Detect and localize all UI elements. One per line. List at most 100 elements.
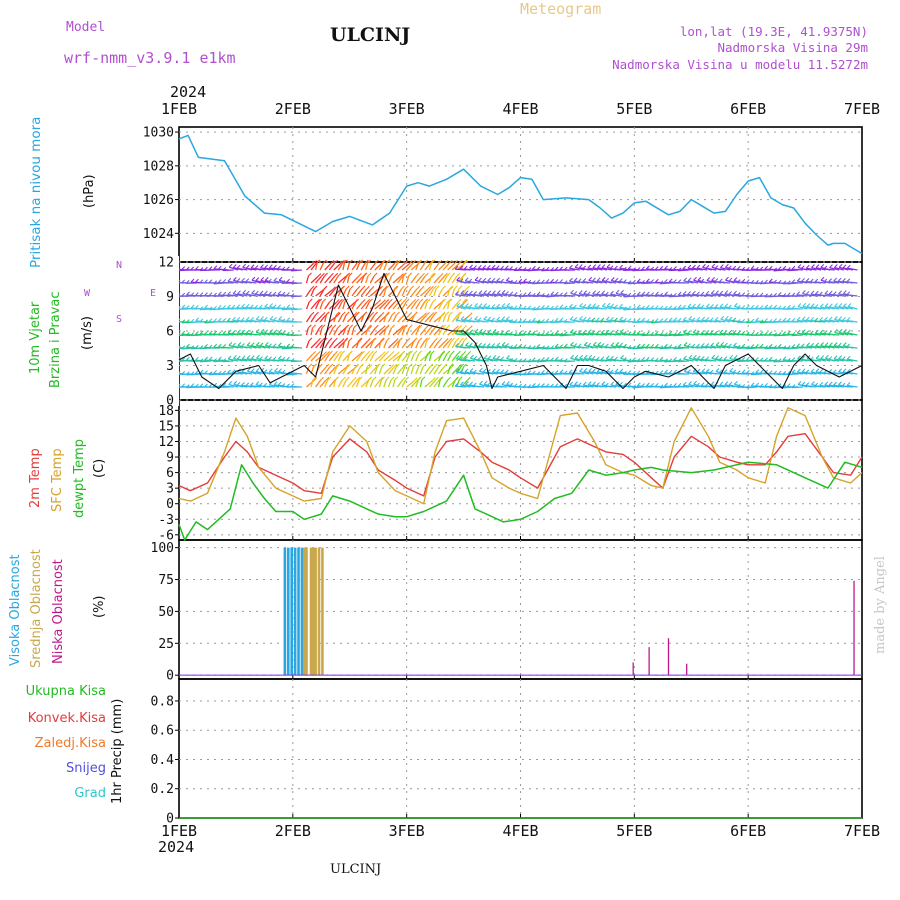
- wind-barb-flag: [185, 266, 190, 271]
- wind-barb-flag: [619, 368, 624, 373]
- wind-barb-flag: [709, 330, 714, 334]
- wind-barb-flag: [334, 272, 339, 277]
- wind-barb-flag: [527, 384, 532, 389]
- wind-barb-flag: [404, 285, 409, 290]
- wind-barb: [356, 301, 363, 310]
- wind-barb-flag: [483, 380, 488, 385]
- wind-barb-flag: [444, 338, 449, 342]
- wind-barb-flag: [460, 337, 464, 342]
- wind-barb-flag: [677, 317, 682, 322]
- wind-barb-flag: [373, 350, 378, 355]
- wind-barb-flag: [809, 278, 814, 283]
- wind-barb: [447, 288, 451, 297]
- wind-barb-flag: [645, 278, 650, 283]
- wind-barb-flag: [518, 265, 523, 270]
- wind-barb-flag: [700, 343, 705, 347]
- time-label-bottom: 6FEB: [730, 822, 766, 840]
- wind-label-1: 10m Vjetar: [28, 301, 43, 374]
- wind-barb: [236, 267, 248, 271]
- wind-barb-flag: [668, 383, 673, 388]
- wind-barb: [820, 357, 831, 362]
- ytick-label: 50: [158, 605, 174, 620]
- wind-barb-flag: [736, 319, 741, 323]
- wind-barb: [797, 371, 808, 375]
- wind-barb-flag: [454, 291, 459, 295]
- wind-barb-flag: [509, 279, 513, 284]
- wind-barb: [355, 340, 360, 349]
- wind-barb-flag: [394, 338, 399, 342]
- wind-barb-flag: [473, 355, 478, 360]
- wind-barb-flag: [501, 289, 506, 294]
- wind-barb: [496, 306, 507, 310]
- wind-barb: [838, 345, 849, 349]
- wind-barb-flag: [693, 276, 697, 281]
- wind-barb-flag: [442, 298, 446, 303]
- wind-barb: [473, 293, 485, 297]
- wind-barb-flag: [773, 370, 777, 375]
- wind-barb-flag: [650, 343, 655, 348]
- wind-barb-flag: [654, 357, 659, 362]
- wind-barb-flag: [227, 355, 232, 360]
- wind-barb-flag: [573, 304, 577, 309]
- wind-barb: [491, 320, 503, 323]
- ytick-label: 12: [158, 435, 174, 450]
- wind-barb-flag: [181, 304, 186, 309]
- wind-barb-flag: [736, 383, 741, 388]
- wind-barb: [724, 384, 735, 388]
- wind-barb: [834, 318, 844, 323]
- wind-barb: [454, 385, 466, 388]
- wind-barb: [838, 293, 849, 297]
- wind-barb: [814, 281, 826, 284]
- wind-barb: [378, 379, 383, 388]
- wind-barb-flag: [750, 382, 755, 387]
- wind-barb-flag: [801, 368, 806, 373]
- wind-barb-flag: [465, 285, 470, 290]
- wind-barb-flag: [281, 291, 286, 296]
- wind-barb-flag: [632, 384, 636, 389]
- wind-barb-flag: [460, 381, 464, 386]
- wind-barb-flag: [374, 311, 378, 316]
- wind-barb-flag: [308, 272, 312, 277]
- wind-barb: [365, 288, 372, 297]
- wind-barb-flag: [582, 265, 587, 270]
- wind-barb-flag: [434, 337, 438, 342]
- wind-barb: [579, 357, 589, 362]
- wind-barb-flag: [447, 298, 452, 303]
- wind-barb-flag: [195, 331, 199, 335]
- wind-barb-flag: [550, 305, 554, 310]
- wind-barb-flag: [264, 290, 268, 295]
- wind-barb: [569, 280, 580, 284]
- wind-barb: [847, 305, 858, 310]
- wind-barb-flag: [236, 304, 241, 309]
- wind-barb: [378, 262, 384, 271]
- wind-barb-flag: [750, 331, 755, 336]
- wind-barb-flag: [359, 351, 363, 356]
- wind-barb-flag: [318, 363, 323, 368]
- wind-barb-flag: [847, 329, 851, 334]
- wind-barb-flag: [290, 318, 295, 323]
- wind-barb-flag: [696, 264, 701, 269]
- wind-barb-flag: [664, 291, 668, 296]
- wind-barb-flag: [316, 298, 320, 303]
- wind-barb-flag: [277, 381, 282, 386]
- wind-barb: [310, 340, 318, 349]
- wind-barb: [468, 306, 480, 310]
- wind-barb: [415, 379, 419, 388]
- wind-barb: [351, 354, 360, 362]
- wind-barb-flag: [768, 356, 773, 361]
- wind-barb-flag: [420, 285, 425, 290]
- wind-barb: [259, 293, 271, 297]
- wind-barb-flag: [264, 277, 269, 281]
- wind-barb-flag: [559, 279, 564, 283]
- wind-barb-flag: [455, 316, 460, 321]
- wind-barb-flag: [513, 319, 518, 323]
- wind-barb: [688, 357, 699, 362]
- wind-barb-flag: [338, 298, 343, 303]
- wind-barb-flag: [527, 279, 532, 284]
- wind-barb-flag: [346, 363, 351, 368]
- wind-barb-flag: [419, 298, 424, 303]
- wind-barb-flag: [715, 341, 720, 346]
- wind-barb-flag: [361, 350, 365, 355]
- wind-barb-flag: [777, 279, 782, 284]
- wind-barb-flag: [614, 356, 618, 361]
